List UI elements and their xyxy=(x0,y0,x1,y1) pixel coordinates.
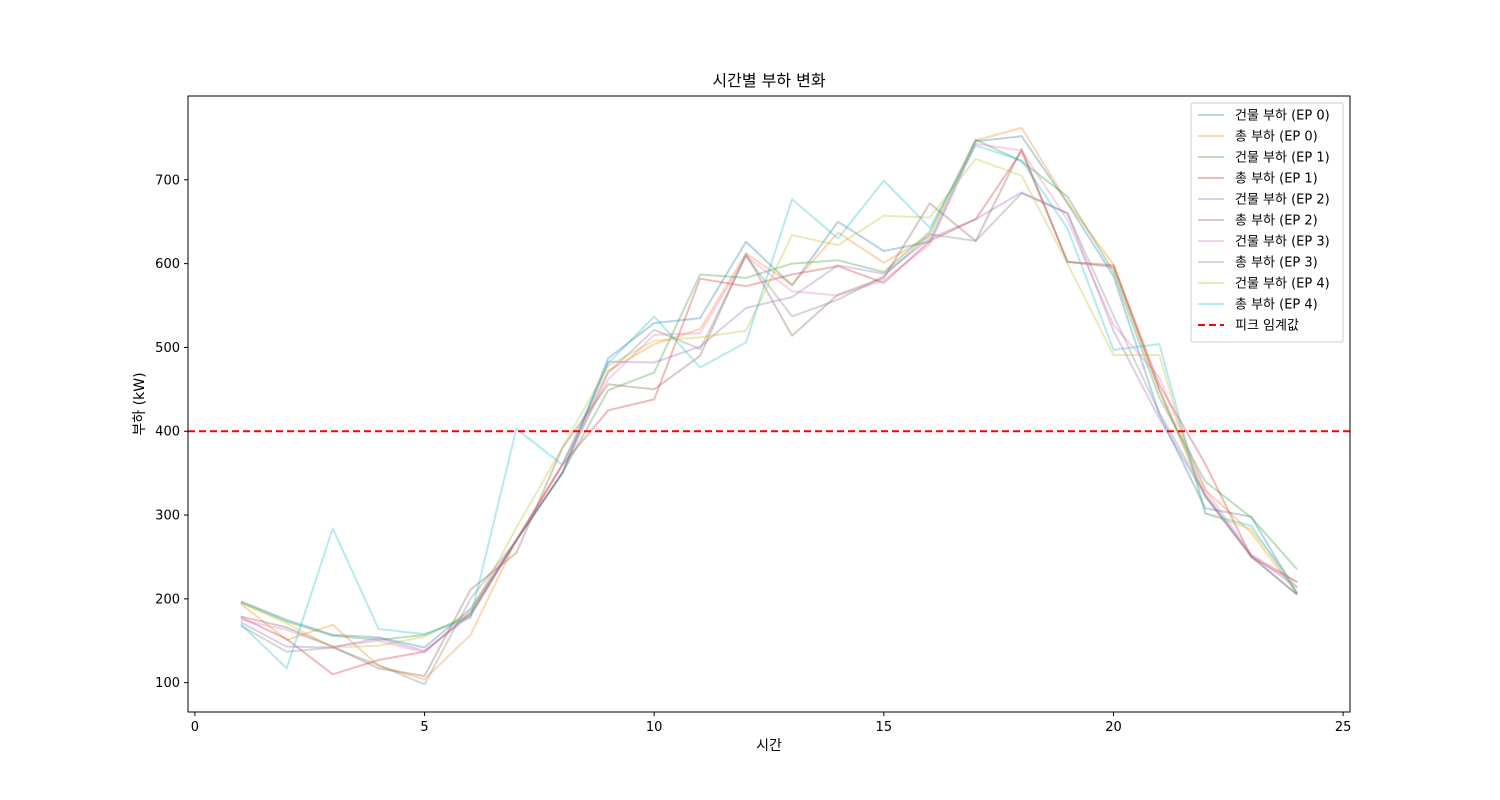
x-tick-label: 20 xyxy=(1105,720,1122,735)
y-tick-label: 400 xyxy=(155,425,180,440)
legend-label: 총 부하 (EP 2) xyxy=(1235,214,1318,229)
legend-label: 건물 부하 (EP 0) xyxy=(1235,109,1330,124)
y-tick-label: 300 xyxy=(155,509,180,524)
legend-label: 건물 부하 (EP 1) xyxy=(1235,151,1330,166)
legend-label: 건물 부하 (EP 4) xyxy=(1235,277,1330,292)
series-line-9 xyxy=(240,144,1299,670)
legend-label: 총 부하 (EP 3) xyxy=(1235,256,1318,271)
chart-title: 시간별 부하 변화 xyxy=(712,71,825,90)
y-tick-label: 200 xyxy=(155,592,180,607)
series-line-5 xyxy=(240,147,1298,677)
y-axis: 100 200 300 400 500 600 700 xyxy=(155,173,188,691)
legend-label: 건물 부하 (EP 3) xyxy=(1235,235,1330,250)
series-line-1 xyxy=(240,126,1298,681)
legend-label: 건물 부하 (EP 2) xyxy=(1235,193,1330,208)
legend-label: 피크 임계값 xyxy=(1235,319,1299,334)
x-axis: 0 5 10 15 20 25 xyxy=(191,712,1352,735)
plot-lines xyxy=(240,126,1299,686)
legend: 건물 부하 (EP 0) 총 부하 (EP 0) 건물 부하 (EP 1) 총 부하 … xyxy=(1190,102,1344,343)
x-axis-label: 시간 xyxy=(756,738,782,754)
x-tick-label: 10 xyxy=(646,720,663,735)
series-line-8 xyxy=(240,157,1298,649)
series-line-0 xyxy=(240,135,1299,649)
y-tick-label: 500 xyxy=(155,341,180,356)
x-tick-label: 25 xyxy=(1335,720,1352,735)
series-line-2 xyxy=(240,138,1298,641)
legend-box xyxy=(1190,102,1344,343)
plot-frame xyxy=(187,95,1351,713)
legend-label: 총 부하 (EP 4) xyxy=(1235,298,1318,313)
y-tick-label: 600 xyxy=(155,257,180,272)
x-tick-label: 15 xyxy=(876,720,893,735)
series-line-3 xyxy=(240,150,1298,676)
x-tick-label: 5 xyxy=(420,720,428,735)
y-tick-label: 700 xyxy=(155,173,180,188)
x-tick-label: 0 xyxy=(191,720,199,735)
legend-label: 총 부하 (EP 1) xyxy=(1235,172,1318,187)
legend-label: 총 부하 (EP 0) xyxy=(1235,130,1318,145)
series-line-6 xyxy=(240,142,1298,654)
y-axis-label: 부하 (kW) xyxy=(132,372,148,435)
series-line-7 xyxy=(240,192,1298,686)
y-tick-label: 100 xyxy=(155,676,180,691)
series-line-4 xyxy=(240,191,1298,652)
